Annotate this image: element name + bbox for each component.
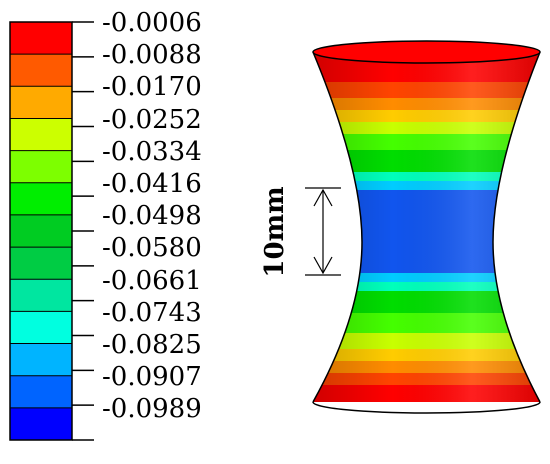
legend-swatches — [10, 22, 72, 441]
legend-swatch — [10, 182, 72, 216]
legend-swatch — [10, 343, 72, 377]
specimen-side-outline — [312, 51, 541, 403]
legend-ticks — [10, 21, 94, 441]
legend-swatch — [10, 279, 72, 312]
gauge-length-dimension: 10mm — [260, 186, 341, 278]
legend-label: -0.0907 — [102, 362, 202, 392]
specimen — [312, 40, 541, 414]
legend-label: -0.0661 — [102, 266, 202, 296]
color-legend: -0.0006 -0.0088 -0.0170 -0.0252 -0.0334 … — [9, 8, 202, 441]
legend-label: -0.0498 — [102, 201, 202, 231]
legend-label: -0.0170 — [102, 72, 202, 102]
legend-swatch — [10, 407, 72, 441]
specimen-bottom-edge — [312, 401, 541, 414]
legend-swatch — [10, 247, 72, 280]
legend-labels: -0.0006 -0.0088 -0.0170 -0.0252 -0.0334 … — [102, 8, 202, 424]
legend-swatch — [10, 150, 72, 184]
legend-label: -0.0825 — [102, 330, 202, 360]
legend-swatch — [10, 118, 72, 152]
legend-label: -0.0088 — [102, 40, 202, 70]
legend-label: -0.0580 — [102, 233, 202, 263]
specimen-top-face — [312, 40, 541, 64]
legend-swatch — [10, 311, 72, 345]
legend-swatch — [10, 54, 72, 87]
legend-label: -0.0006 — [102, 8, 202, 38]
legend-label: -0.0334 — [102, 137, 202, 167]
dimension-arrow-down-icon — [313, 256, 333, 275]
legend-label: -0.0989 — [102, 394, 202, 424]
dimension-arrow-up-icon — [313, 188, 333, 207]
dimension-label: 10mm — [260, 186, 290, 277]
legend-swatch — [10, 86, 72, 119]
legend-swatch — [10, 375, 72, 409]
legend-label: -0.0743 — [102, 298, 202, 328]
specimen-shading — [313, 52, 540, 402]
legend-swatch — [10, 214, 72, 248]
legend-swatch — [10, 22, 72, 55]
legend-label: -0.0416 — [102, 169, 202, 199]
legend-label: -0.0252 — [102, 105, 202, 135]
